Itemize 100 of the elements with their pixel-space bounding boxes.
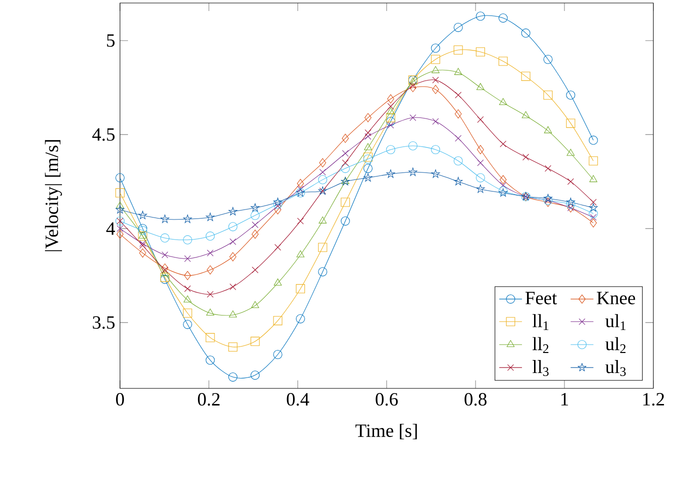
point xyxy=(454,177,463,186)
point xyxy=(228,342,238,352)
point xyxy=(206,356,215,365)
point xyxy=(297,218,304,224)
point xyxy=(273,198,282,206)
point xyxy=(116,225,124,232)
point xyxy=(386,116,396,126)
point xyxy=(566,198,575,206)
point xyxy=(252,266,258,274)
point xyxy=(544,194,552,202)
point xyxy=(476,12,485,21)
y-tick-label: 4 xyxy=(106,222,116,235)
x-tick-label: 0.4 xyxy=(286,393,310,406)
point xyxy=(318,267,328,276)
point xyxy=(206,308,214,316)
point xyxy=(410,114,416,121)
point xyxy=(319,168,326,176)
point xyxy=(184,295,192,302)
point xyxy=(318,216,327,224)
point xyxy=(431,145,440,154)
point xyxy=(250,210,260,220)
point xyxy=(138,232,147,238)
point xyxy=(162,266,168,274)
point xyxy=(432,76,439,84)
point xyxy=(184,271,192,280)
point xyxy=(273,316,282,326)
point xyxy=(342,150,349,157)
point xyxy=(160,269,169,276)
point xyxy=(386,113,396,122)
point xyxy=(566,118,576,128)
x-axis-title: Time [s] xyxy=(355,424,417,440)
legend-label: ul$_{3}$ xyxy=(605,360,626,376)
point xyxy=(590,218,597,228)
point xyxy=(499,98,508,106)
point xyxy=(521,28,530,38)
point xyxy=(567,178,574,185)
point xyxy=(296,250,304,258)
point xyxy=(206,265,214,274)
point xyxy=(498,14,508,23)
point xyxy=(521,72,530,81)
point xyxy=(160,233,170,242)
point xyxy=(318,175,328,184)
point xyxy=(364,173,372,182)
legend-label: ll$_{1}$ xyxy=(532,314,548,330)
point xyxy=(476,47,485,56)
point xyxy=(274,278,282,286)
point xyxy=(340,198,350,207)
x-tick-label: 0.8 xyxy=(464,393,487,406)
point xyxy=(476,184,485,193)
point xyxy=(588,136,598,145)
point xyxy=(566,200,576,209)
point xyxy=(386,170,395,178)
legend-label: Feet xyxy=(525,292,557,304)
point xyxy=(342,134,349,143)
point xyxy=(566,148,575,156)
point xyxy=(454,68,462,75)
point xyxy=(340,216,350,226)
point xyxy=(296,178,304,188)
point xyxy=(250,370,260,380)
point xyxy=(387,103,394,110)
point xyxy=(543,90,553,100)
y-axis-title: |Velocity| [m/s] xyxy=(44,140,62,252)
point xyxy=(273,200,282,209)
point xyxy=(544,126,552,134)
point xyxy=(183,320,192,329)
point xyxy=(115,188,125,198)
point xyxy=(477,116,484,123)
point xyxy=(274,244,282,251)
point xyxy=(476,145,484,154)
point xyxy=(454,22,463,32)
point xyxy=(588,156,598,166)
point xyxy=(230,238,236,246)
point xyxy=(363,164,373,173)
point xyxy=(543,54,553,64)
legend-label: Knee xyxy=(596,292,636,304)
point xyxy=(408,141,418,150)
point xyxy=(566,90,576,100)
point xyxy=(432,66,440,74)
point xyxy=(183,214,192,223)
point xyxy=(228,207,238,216)
point xyxy=(386,145,396,154)
point xyxy=(500,175,507,184)
point xyxy=(454,135,462,142)
point xyxy=(431,44,440,53)
point xyxy=(139,248,146,258)
point xyxy=(274,202,282,210)
point xyxy=(589,175,598,182)
point xyxy=(162,252,168,258)
point xyxy=(116,201,124,208)
point xyxy=(161,263,168,273)
point xyxy=(454,92,462,98)
point xyxy=(228,222,238,232)
point xyxy=(250,336,260,346)
point xyxy=(116,230,124,239)
point xyxy=(588,208,598,218)
point xyxy=(590,214,597,221)
point xyxy=(296,284,305,294)
point xyxy=(183,308,192,318)
legend-label: ll$_{3}$ xyxy=(532,360,549,376)
point xyxy=(590,198,597,206)
